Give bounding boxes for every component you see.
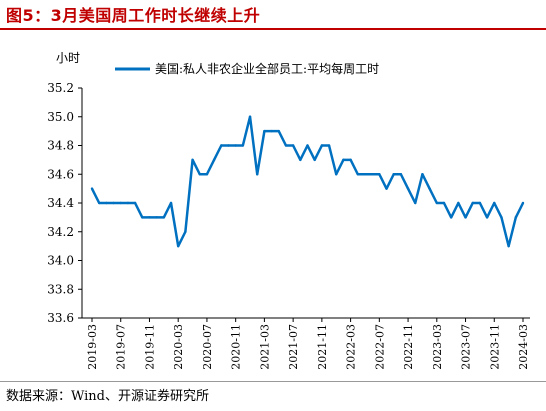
data-point <box>399 173 403 176</box>
data-point <box>119 201 122 205</box>
y-tick-label: 33.8 <box>47 282 74 296</box>
data-point <box>378 173 381 176</box>
data-point <box>471 201 474 205</box>
data-point <box>428 187 431 190</box>
x-tick-label: 2022-03 <box>345 324 358 370</box>
line-chart: 小时 美国:私人非农企业全部员工:平均每周工时 33.6 33.8 34.0 34.2… <box>47 51 530 370</box>
data-point <box>155 216 158 219</box>
data-point <box>177 244 180 248</box>
data-point <box>514 216 518 219</box>
data-point <box>485 216 489 219</box>
legend-label: 美国:私人非农企业全部员工:平均每周工时 <box>155 61 379 76</box>
data-point <box>284 144 288 147</box>
data-point <box>97 201 101 205</box>
data-point <box>198 173 201 176</box>
data-point <box>507 244 510 248</box>
data-point <box>169 201 173 205</box>
y-tick-label: 34.8 <box>47 139 74 153</box>
data-point <box>493 201 496 205</box>
data-point <box>241 144 245 147</box>
data-point <box>291 144 295 147</box>
data-point <box>234 144 237 147</box>
data-point <box>392 173 395 176</box>
data-point <box>406 187 410 190</box>
x-tick-label: 2020-07 <box>201 324 214 370</box>
legend: 美国:私人非农企业全部员工:平均每周工时 <box>115 61 379 76</box>
data-point <box>335 173 338 176</box>
y-tick-label: 33.6 <box>47 311 74 325</box>
data-point <box>162 216 166 219</box>
data-point <box>342 158 345 162</box>
x-tick-label: 2023-07 <box>460 324 473 370</box>
data-point <box>256 173 259 176</box>
data-point <box>370 173 374 176</box>
x-tick-label: 2023-11 <box>488 324 501 370</box>
data-point <box>363 173 367 176</box>
x-tick-label: 2021-03 <box>258 324 271 370</box>
data-point <box>442 201 446 205</box>
data-point <box>457 201 460 205</box>
title-rule <box>0 28 546 30</box>
data-point <box>313 158 316 162</box>
data-point <box>356 173 359 176</box>
footer-rule <box>0 381 546 382</box>
data-point <box>464 216 467 219</box>
source-note: 数据来源：Wind、开源证券研究所 <box>6 389 209 404</box>
y-tick-label: 34.2 <box>47 225 74 239</box>
data-point <box>105 201 108 205</box>
x-tick-label: 2019-07 <box>115 324 128 370</box>
x-tick-label: 2019-03 <box>86 324 99 370</box>
data-point <box>306 144 309 147</box>
y-tick-label: 34.0 <box>47 254 74 268</box>
x-tick-label: 2023-03 <box>431 324 444 370</box>
data-point <box>435 201 438 205</box>
data-point <box>220 144 223 147</box>
data-point <box>320 144 324 147</box>
x-tick-label: 2019-11 <box>143 324 156 370</box>
x-tick-label: 2021-11 <box>316 324 329 370</box>
data-point <box>148 216 151 219</box>
data-point <box>478 201 482 205</box>
data-point <box>270 129 273 133</box>
series-line <box>90 115 525 248</box>
x-tick-label: 2021-07 <box>287 324 300 370</box>
data-point <box>212 158 216 162</box>
data-point <box>184 230 187 233</box>
y-tick-label: 34.4 <box>47 196 74 210</box>
data-point <box>90 187 94 190</box>
data-point <box>263 129 266 133</box>
x-tick-label: 2020-11 <box>230 324 243 370</box>
data-point <box>205 173 209 176</box>
data-point <box>521 201 525 205</box>
data-point <box>227 144 230 147</box>
data-point <box>191 158 194 162</box>
figure-title: 图5：3月美国周工作时长继续上升 <box>6 6 261 25</box>
data-point <box>449 216 453 219</box>
data-point <box>126 201 130 205</box>
x-tick-label: 2024-03 <box>517 324 530 370</box>
y-tick-label: 35.0 <box>47 110 74 124</box>
data-point <box>299 158 302 162</box>
x-tick-label: 2022-07 <box>373 324 386 370</box>
data-point <box>112 201 115 205</box>
data-point <box>500 216 503 219</box>
x-tick-label: 2022-11 <box>402 324 415 370</box>
data-point <box>385 187 388 190</box>
data-point <box>141 216 144 219</box>
data-point <box>421 173 424 176</box>
data-point <box>277 129 280 133</box>
data-point <box>327 144 331 147</box>
data-point <box>414 201 417 205</box>
data-point <box>133 201 137 205</box>
data-point <box>248 115 252 118</box>
x-tick-label: 2020-03 <box>172 324 185 370</box>
y-axis-label: 小时 <box>56 51 80 65</box>
y-tick-label: 35.2 <box>47 81 74 95</box>
y-tick-label: 34.6 <box>47 167 74 181</box>
data-point <box>349 158 352 162</box>
